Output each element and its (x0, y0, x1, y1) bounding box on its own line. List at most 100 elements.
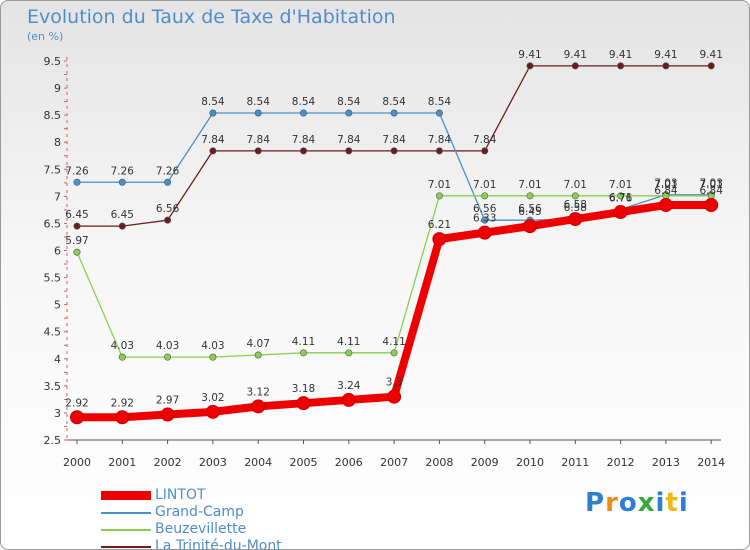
data-label-la-trinit-du-mont: 6.45 (111, 209, 134, 221)
data-label-lintot: 3.24 (337, 380, 361, 392)
data-label-grand-camp: 8.54 (382, 96, 406, 108)
data-label-beuzevillette: 5.97 (65, 235, 88, 247)
series-line-beuzevillette (76, 195, 712, 358)
y-tick-label: 3 (54, 407, 61, 420)
data-point-lintot (70, 410, 84, 425)
data-point-grand-camp (390, 109, 398, 117)
data-point-la-trinit-du-mont (118, 222, 126, 230)
data-label-grand-camp: 6.56 (518, 203, 542, 215)
data-point-la-trinit-du-mont (617, 62, 625, 70)
data-point-beuzevillette (299, 349, 307, 357)
x-tick-label: 2010 (516, 456, 544, 469)
data-label-la-trinit-du-mont: 9.41 (518, 49, 541, 61)
data-point-beuzevillette (345, 349, 353, 357)
data-label-grand-camp: 6.56 (473, 203, 497, 215)
data-point-la-trinit-du-mont (345, 147, 353, 155)
x-tick-label: 2012 (607, 456, 635, 469)
logo-letter: x (637, 488, 656, 518)
data-label-la-trinit-du-mont: 6.56 (156, 203, 180, 215)
data-label-la-trinit-du-mont: 9.41 (700, 49, 723, 61)
y-tick-label: 5 (54, 299, 61, 312)
data-label-lintot: 3.12 (247, 386, 270, 398)
data-label-lintot: 6.84 (700, 185, 724, 197)
data-point-lintot (205, 404, 220, 419)
data-label-beuzevillette: 7.01 (700, 179, 723, 191)
data-label-beuzevillette: 4.03 (111, 340, 134, 352)
y-tick-label: 5.5 (44, 272, 62, 285)
x-tick-label: 2003 (199, 456, 227, 469)
data-label-lintot: 6.33 (473, 213, 496, 225)
data-label-la-trinit-du-mont: 7.84 (247, 134, 271, 146)
data-label-lintot: 6.84 (654, 185, 678, 197)
legend-label: Grand-Camp (155, 504, 244, 520)
legend-swatch (101, 512, 151, 514)
data-point-lintot (115, 410, 130, 425)
data-point-grand-camp (435, 109, 443, 117)
x-tick-label: 2009 (471, 456, 499, 469)
data-label-beuzevillette: 7.01 (473, 179, 496, 191)
data-label-lintot: 6.71 (609, 192, 632, 204)
data-label-grand-camp: 7.26 (111, 165, 135, 177)
chart-title: Evolution du Taux de Taxe d'Habitation (27, 6, 396, 28)
data-point-lintot (296, 396, 311, 411)
proxiti-logo: Proxiti (585, 488, 689, 518)
x-tick-label: 2013 (652, 456, 680, 469)
y-tick-label: 3.5 (44, 380, 62, 393)
data-point-la-trinit-du-mont (73, 222, 81, 230)
data-point-la-trinit-du-mont (526, 62, 534, 70)
logo-letter: r (605, 488, 619, 518)
data-label-la-trinit-du-mont: 9.41 (654, 49, 677, 61)
data-point-beuzevillette (390, 349, 398, 357)
data-point-la-trinit-du-mont (435, 147, 443, 155)
data-label-lintot: 3.3 (386, 377, 403, 389)
data-point-grand-camp (481, 216, 489, 224)
data-point-lintot (613, 205, 628, 220)
y-tick-label: 7 (54, 190, 61, 203)
data-point-la-trinit-du-mont (390, 147, 398, 155)
data-label-grand-camp: 7.26 (156, 165, 180, 177)
data-label-lintot: 2.92 (65, 397, 88, 409)
data-point-la-trinit-du-mont (571, 62, 579, 70)
data-point-beuzevillette (254, 351, 262, 359)
data-label-beuzevillette: 4.03 (156, 340, 179, 352)
data-label-grand-camp: 8.54 (292, 96, 316, 108)
data-label-grand-camp: 8.54 (247, 96, 271, 108)
data-point-beuzevillette (571, 192, 579, 200)
legend-item: Beuzevillette (101, 521, 351, 537)
logo-letter: i (678, 488, 689, 518)
data-label-lintot: 3.18 (292, 383, 315, 395)
x-tick-label: 2000 (63, 456, 91, 469)
data-point-lintot (523, 219, 537, 234)
legend-item: LINTOT (101, 487, 351, 503)
data-label-la-trinit-du-mont: 9.41 (609, 49, 632, 61)
logo-letter: i (655, 488, 666, 518)
data-point-beuzevillette (435, 192, 443, 200)
data-label-la-trinit-du-mont: 6.45 (65, 209, 88, 221)
x-tick-label: 2011 (561, 456, 589, 469)
data-point-lintot (432, 232, 447, 247)
data-point-beuzevillette (118, 353, 126, 361)
data-label-grand-camp: 7.03 (654, 178, 677, 190)
data-point-lintot (658, 198, 673, 213)
data-label-beuzevillette: 4.11 (292, 336, 315, 348)
data-point-grand-camp (345, 109, 353, 117)
data-label-beuzevillette: 7.01 (609, 179, 632, 191)
data-label-beuzevillette: 4.03 (201, 340, 224, 352)
data-label-lintot: 2.92 (111, 397, 134, 409)
data-point-grand-camp (299, 109, 307, 117)
data-label-grand-camp: 6.76 (609, 192, 633, 204)
data-point-la-trinit-du-mont (662, 62, 670, 70)
data-point-beuzevillette (526, 192, 534, 200)
data-label-la-trinit-du-mont: 7.84 (428, 134, 452, 146)
data-label-beuzevillette: 4.07 (247, 338, 270, 350)
data-point-lintot (341, 392, 356, 407)
data-label-beuzevillette: 7.01 (654, 179, 677, 191)
data-point-la-trinit-du-mont (254, 147, 262, 155)
data-point-lintot (160, 407, 175, 422)
y-tick-label: 2.5 (44, 434, 62, 447)
data-label-la-trinit-du-mont: 7.84 (473, 134, 497, 146)
data-label-la-trinit-du-mont: 7.84 (382, 134, 406, 146)
data-label-grand-camp: 8.54 (428, 96, 452, 108)
